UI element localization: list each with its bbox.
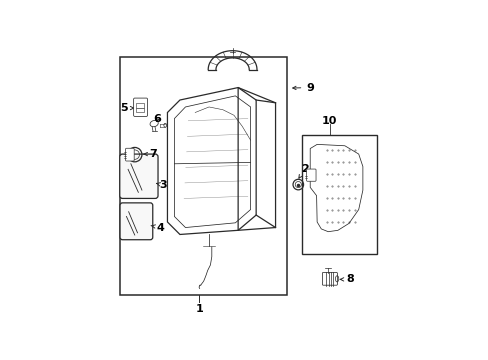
Text: 2: 2: [298, 164, 308, 178]
Text: 6: 6: [153, 114, 161, 123]
Bar: [120, 57, 286, 296]
Text: 1: 1: [195, 304, 203, 314]
Text: 9: 9: [292, 82, 313, 93]
FancyBboxPatch shape: [120, 203, 152, 240]
FancyBboxPatch shape: [306, 169, 315, 181]
Text: 10: 10: [321, 116, 337, 126]
Text: 3: 3: [156, 180, 167, 190]
Bar: [301, 135, 376, 254]
FancyBboxPatch shape: [322, 273, 337, 285]
FancyBboxPatch shape: [120, 154, 158, 198]
Text: 7: 7: [143, 149, 157, 159]
FancyBboxPatch shape: [133, 98, 147, 116]
Bar: [136, 103, 144, 108]
FancyBboxPatch shape: [125, 148, 134, 161]
Text: 5: 5: [120, 103, 133, 113]
Text: 8: 8: [340, 274, 353, 284]
Text: 4: 4: [151, 222, 164, 233]
Bar: [136, 108, 144, 112]
